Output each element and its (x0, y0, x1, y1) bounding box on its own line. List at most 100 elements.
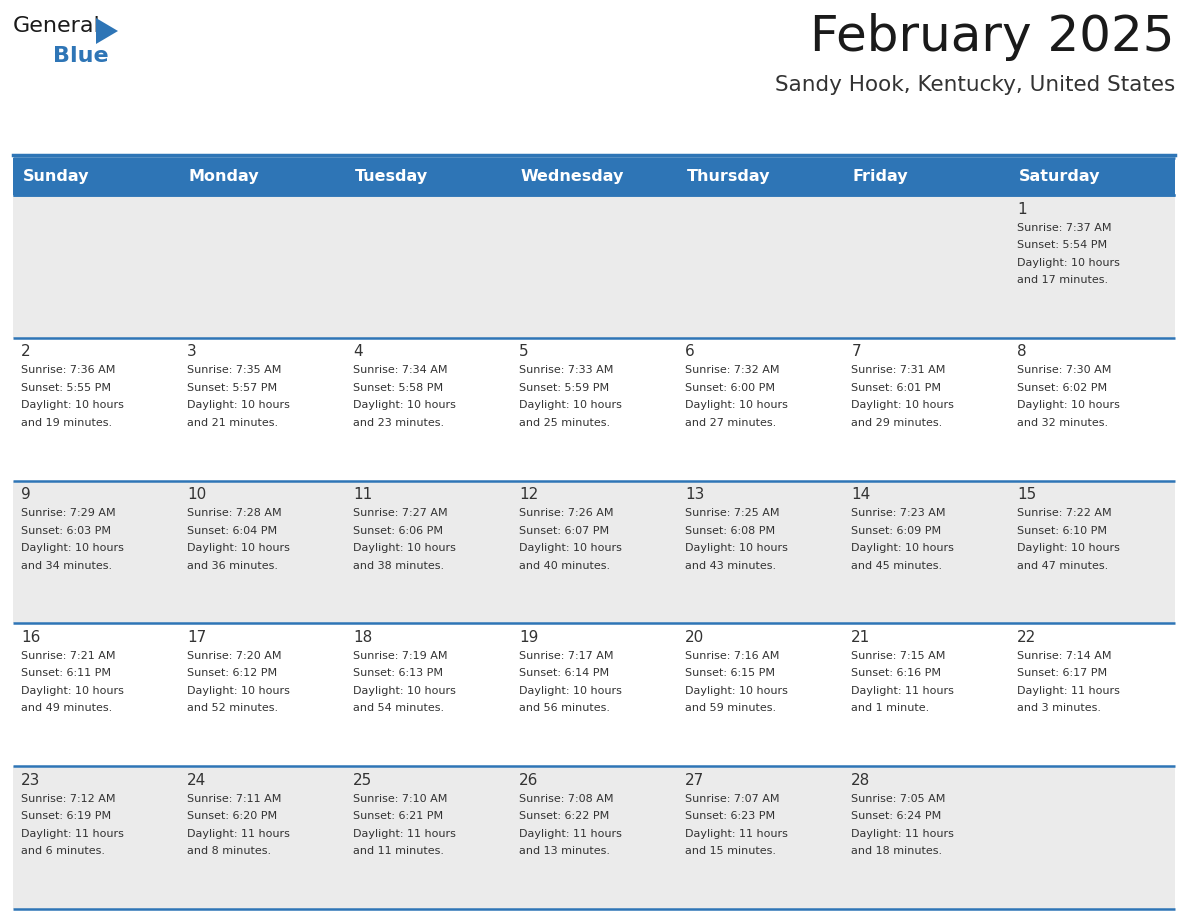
Bar (843, 158, 1009, 195)
Text: 9: 9 (21, 487, 31, 502)
Text: Sunrise: 7:17 AM: Sunrise: 7:17 AM (519, 651, 614, 661)
Text: 17: 17 (188, 630, 207, 645)
Text: Sunset: 6:01 PM: Sunset: 6:01 PM (852, 383, 941, 393)
Text: Daylight: 10 hours: Daylight: 10 hours (353, 400, 456, 410)
Bar (179, 481, 345, 623)
Bar (843, 338, 1009, 481)
Text: Sunrise: 7:19 AM: Sunrise: 7:19 AM (353, 651, 448, 661)
Text: Sunset: 6:13 PM: Sunset: 6:13 PM (353, 668, 443, 678)
Text: Daylight: 11 hours: Daylight: 11 hours (685, 829, 788, 839)
Text: 16: 16 (21, 630, 40, 645)
Text: Sunset: 6:21 PM: Sunset: 6:21 PM (353, 812, 443, 822)
Text: Sunrise: 7:33 AM: Sunrise: 7:33 AM (519, 365, 614, 375)
Text: Sunrise: 7:07 AM: Sunrise: 7:07 AM (685, 794, 779, 803)
Text: Sunrise: 7:31 AM: Sunrise: 7:31 AM (852, 365, 946, 375)
Text: Sunrise: 7:14 AM: Sunrise: 7:14 AM (1017, 651, 1112, 661)
Text: Daylight: 10 hours: Daylight: 10 hours (1017, 400, 1120, 410)
Text: Sunset: 6:07 PM: Sunset: 6:07 PM (519, 526, 609, 535)
Text: Sunset: 6:04 PM: Sunset: 6:04 PM (188, 526, 278, 535)
Bar (1009, 767, 1175, 909)
Text: Daylight: 11 hours: Daylight: 11 hours (1017, 686, 1120, 696)
Bar (13, 481, 179, 623)
Text: and 43 minutes.: and 43 minutes. (685, 561, 777, 571)
Text: 10: 10 (188, 487, 207, 502)
Bar (179, 338, 345, 481)
Bar (511, 481, 677, 623)
Text: Sunrise: 7:29 AM: Sunrise: 7:29 AM (21, 508, 116, 518)
Text: and 13 minutes.: and 13 minutes. (519, 846, 611, 856)
Text: Sunset: 6:15 PM: Sunset: 6:15 PM (685, 668, 776, 678)
Text: Sunset: 6:22 PM: Sunset: 6:22 PM (519, 812, 609, 822)
Text: Sunday: Sunday (23, 169, 89, 184)
Text: Daylight: 10 hours: Daylight: 10 hours (188, 400, 290, 410)
Text: Daylight: 11 hours: Daylight: 11 hours (353, 829, 456, 839)
Text: Sunset: 5:54 PM: Sunset: 5:54 PM (1017, 240, 1107, 250)
Text: Daylight: 11 hours: Daylight: 11 hours (852, 686, 954, 696)
Text: Sunrise: 7:36 AM: Sunrise: 7:36 AM (21, 365, 115, 375)
Text: Sunrise: 7:16 AM: Sunrise: 7:16 AM (685, 651, 779, 661)
Text: Sunset: 6:16 PM: Sunset: 6:16 PM (852, 668, 941, 678)
Text: Sunset: 5:55 PM: Sunset: 5:55 PM (21, 383, 112, 393)
Text: 26: 26 (519, 773, 538, 788)
Text: Sunset: 6:09 PM: Sunset: 6:09 PM (852, 526, 941, 535)
Text: Daylight: 10 hours: Daylight: 10 hours (519, 400, 623, 410)
Text: Sunrise: 7:35 AM: Sunrise: 7:35 AM (188, 365, 282, 375)
Bar (345, 623, 511, 767)
Text: Sunset: 6:00 PM: Sunset: 6:00 PM (685, 383, 776, 393)
Text: Sunrise: 7:12 AM: Sunrise: 7:12 AM (21, 794, 115, 803)
Text: 5: 5 (519, 344, 529, 359)
Text: and 34 minutes.: and 34 minutes. (21, 561, 113, 571)
Bar (345, 481, 511, 623)
Text: 7: 7 (852, 344, 861, 359)
Text: 12: 12 (519, 487, 538, 502)
Text: 3: 3 (188, 344, 197, 359)
Text: and 29 minutes.: and 29 minutes. (852, 418, 942, 428)
Bar (843, 767, 1009, 909)
Text: and 18 minutes.: and 18 minutes. (852, 846, 942, 856)
Bar (843, 481, 1009, 623)
Text: 19: 19 (519, 630, 538, 645)
Text: Daylight: 10 hours: Daylight: 10 hours (21, 686, 125, 696)
Bar (677, 195, 843, 338)
Text: and 45 minutes.: and 45 minutes. (852, 561, 942, 571)
Text: Sunrise: 7:25 AM: Sunrise: 7:25 AM (685, 508, 779, 518)
Text: and 21 minutes.: and 21 minutes. (188, 418, 278, 428)
Text: Sunrise: 7:22 AM: Sunrise: 7:22 AM (1017, 508, 1112, 518)
Bar (1009, 158, 1175, 195)
Text: Daylight: 10 hours: Daylight: 10 hours (188, 686, 290, 696)
Text: 21: 21 (852, 630, 871, 645)
Text: Daylight: 11 hours: Daylight: 11 hours (852, 829, 954, 839)
Text: and 38 minutes.: and 38 minutes. (353, 561, 444, 571)
Bar (345, 158, 511, 195)
Bar (1009, 195, 1175, 338)
Text: February 2025: February 2025 (810, 13, 1175, 61)
Text: 4: 4 (353, 344, 362, 359)
Text: Sunset: 6:23 PM: Sunset: 6:23 PM (685, 812, 776, 822)
Text: Sunset: 6:06 PM: Sunset: 6:06 PM (353, 526, 443, 535)
Text: and 1 minute.: and 1 minute. (852, 703, 929, 713)
Text: 18: 18 (353, 630, 373, 645)
Text: Sunrise: 7:34 AM: Sunrise: 7:34 AM (353, 365, 448, 375)
Text: Daylight: 10 hours: Daylight: 10 hours (21, 543, 125, 554)
Text: Sunrise: 7:21 AM: Sunrise: 7:21 AM (21, 651, 115, 661)
Text: Tuesday: Tuesday (355, 169, 428, 184)
Bar (843, 195, 1009, 338)
Text: Sunrise: 7:37 AM: Sunrise: 7:37 AM (1017, 222, 1112, 232)
Text: Saturday: Saturday (1019, 169, 1100, 184)
Text: Sandy Hook, Kentucky, United States: Sandy Hook, Kentucky, United States (775, 75, 1175, 95)
Bar (677, 623, 843, 767)
Text: and 19 minutes.: and 19 minutes. (21, 418, 113, 428)
Text: Sunset: 6:17 PM: Sunset: 6:17 PM (1017, 668, 1107, 678)
Text: and 23 minutes.: and 23 minutes. (353, 418, 444, 428)
Bar (511, 767, 677, 909)
Text: and 56 minutes.: and 56 minutes. (519, 703, 611, 713)
Text: 15: 15 (1017, 487, 1037, 502)
Text: and 52 minutes.: and 52 minutes. (188, 703, 278, 713)
Text: Sunset: 5:57 PM: Sunset: 5:57 PM (188, 383, 278, 393)
Text: and 40 minutes.: and 40 minutes. (519, 561, 611, 571)
Text: Sunrise: 7:32 AM: Sunrise: 7:32 AM (685, 365, 779, 375)
Text: Blue: Blue (53, 46, 108, 66)
Bar (1009, 338, 1175, 481)
Text: Daylight: 10 hours: Daylight: 10 hours (852, 543, 954, 554)
Text: 14: 14 (852, 487, 871, 502)
